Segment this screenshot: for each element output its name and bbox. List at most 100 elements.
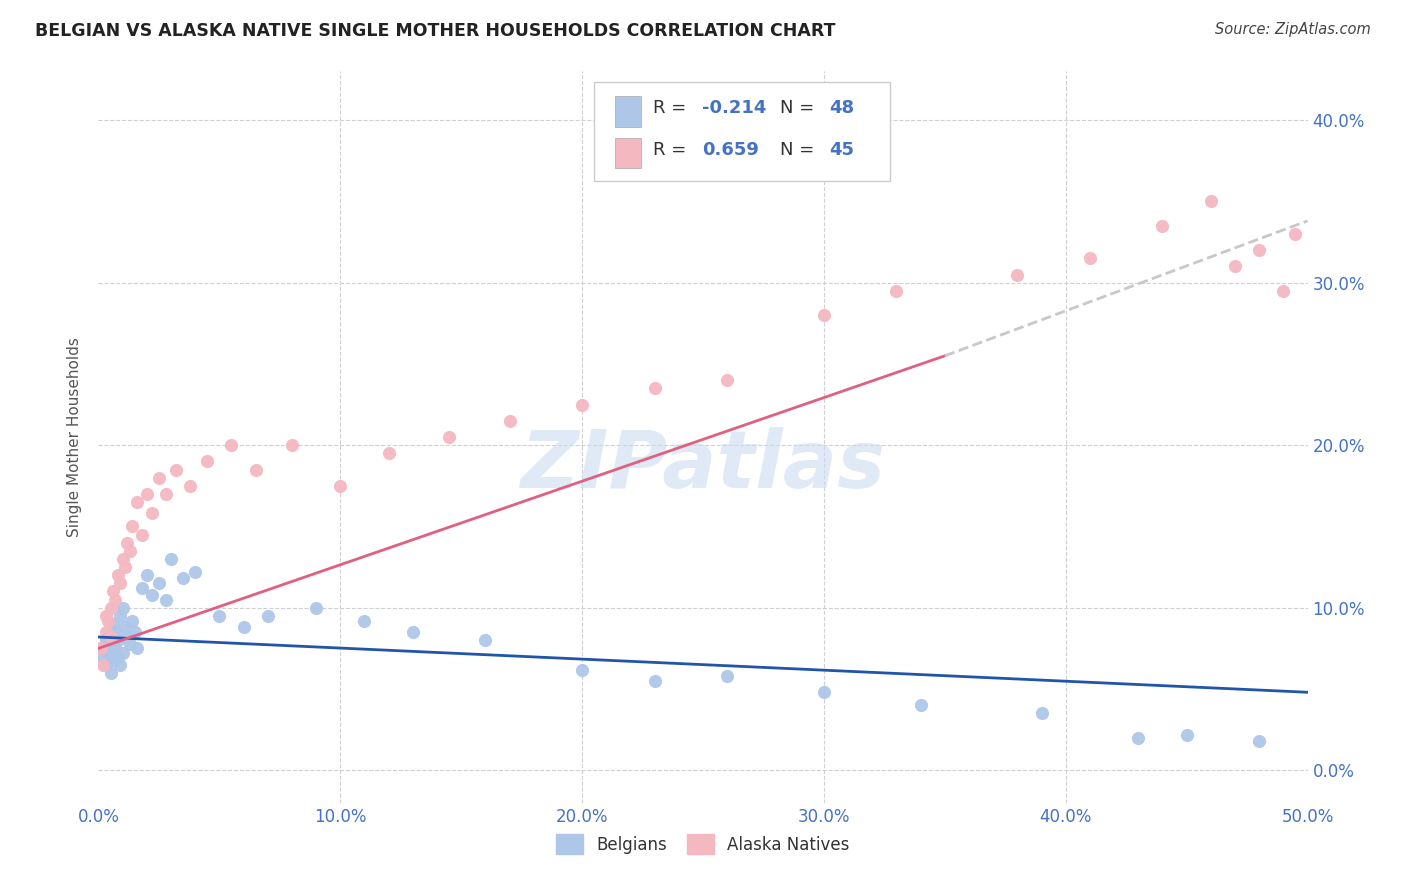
Point xyxy=(100,630,122,644)
Point xyxy=(281,438,304,452)
Point xyxy=(437,430,460,444)
Point xyxy=(1249,243,1271,257)
Point xyxy=(117,535,139,549)
Point xyxy=(124,625,146,640)
Point xyxy=(184,565,207,579)
Point xyxy=(114,620,136,634)
Point xyxy=(886,284,908,298)
Point xyxy=(208,608,231,623)
Point xyxy=(716,373,738,387)
Point xyxy=(644,673,666,688)
Point xyxy=(813,685,835,699)
Point xyxy=(571,663,593,677)
Text: R =: R = xyxy=(654,142,692,160)
Point xyxy=(107,649,129,664)
Point xyxy=(141,588,163,602)
FancyBboxPatch shape xyxy=(595,82,890,181)
Point xyxy=(179,479,201,493)
Y-axis label: Single Mother Households: Single Mother Households xyxy=(67,337,83,537)
Point xyxy=(353,614,375,628)
Point xyxy=(155,487,177,501)
Point xyxy=(135,487,157,501)
Point xyxy=(1152,219,1174,233)
Point xyxy=(160,552,183,566)
Point xyxy=(135,568,157,582)
Point xyxy=(118,544,141,558)
Point xyxy=(114,560,136,574)
Point xyxy=(104,592,127,607)
Text: 0.659: 0.659 xyxy=(702,142,759,160)
Point xyxy=(90,641,112,656)
Text: ZIPatlas: ZIPatlas xyxy=(520,427,886,506)
Point xyxy=(141,507,163,521)
Point xyxy=(100,636,122,650)
Point xyxy=(97,630,120,644)
Point xyxy=(107,568,129,582)
Text: Source: ZipAtlas.com: Source: ZipAtlas.com xyxy=(1215,22,1371,37)
Point xyxy=(1128,731,1150,745)
Point xyxy=(305,600,328,615)
Point xyxy=(402,625,425,640)
Point xyxy=(97,614,120,628)
Point xyxy=(111,600,134,615)
Point xyxy=(377,446,399,460)
Point xyxy=(131,527,153,541)
Point xyxy=(148,471,170,485)
Point xyxy=(107,633,129,648)
Point xyxy=(1199,194,1222,209)
Point xyxy=(100,600,122,615)
Point xyxy=(117,630,139,644)
Point xyxy=(127,641,149,656)
Point xyxy=(232,620,254,634)
Text: N =: N = xyxy=(780,99,820,118)
Point xyxy=(329,479,352,493)
Point xyxy=(127,495,149,509)
Text: BELGIAN VS ALASKA NATIVE SINGLE MOTHER HOUSEHOLDS CORRELATION CHART: BELGIAN VS ALASKA NATIVE SINGLE MOTHER H… xyxy=(35,22,835,40)
Point xyxy=(1249,734,1271,748)
Point xyxy=(256,608,278,623)
Point xyxy=(94,657,117,672)
Point xyxy=(1272,284,1295,298)
Point xyxy=(474,633,496,648)
Point xyxy=(94,608,117,623)
Point xyxy=(155,592,177,607)
Point xyxy=(221,438,243,452)
Point xyxy=(121,614,143,628)
Point xyxy=(172,572,194,586)
Point xyxy=(165,462,187,476)
Point xyxy=(1007,268,1029,282)
Point xyxy=(1175,727,1198,741)
Point xyxy=(118,636,141,650)
Text: 45: 45 xyxy=(828,142,853,160)
Point xyxy=(97,646,120,660)
Point xyxy=(94,633,117,648)
Point xyxy=(90,641,112,656)
Point xyxy=(121,519,143,533)
Text: N =: N = xyxy=(780,142,820,160)
Point xyxy=(101,584,124,599)
Point xyxy=(94,625,117,640)
Point xyxy=(498,414,520,428)
Text: 48: 48 xyxy=(828,99,853,118)
Point xyxy=(1031,706,1053,721)
Point xyxy=(910,698,932,713)
Text: R =: R = xyxy=(654,99,692,118)
Text: -0.214: -0.214 xyxy=(702,99,766,118)
Point xyxy=(111,552,134,566)
Point xyxy=(644,381,666,395)
Point xyxy=(108,576,131,591)
FancyBboxPatch shape xyxy=(614,96,641,128)
Point xyxy=(104,641,127,656)
Point xyxy=(91,649,114,664)
Point xyxy=(101,617,124,632)
FancyBboxPatch shape xyxy=(614,137,641,169)
Legend: Belgians, Alaska Natives: Belgians, Alaska Natives xyxy=(550,828,856,860)
Point xyxy=(716,669,738,683)
Point xyxy=(571,398,593,412)
Point xyxy=(91,657,114,672)
Point xyxy=(100,665,122,680)
Point xyxy=(148,576,170,591)
Point xyxy=(245,462,267,476)
Point xyxy=(111,646,134,660)
Point xyxy=(813,308,835,322)
